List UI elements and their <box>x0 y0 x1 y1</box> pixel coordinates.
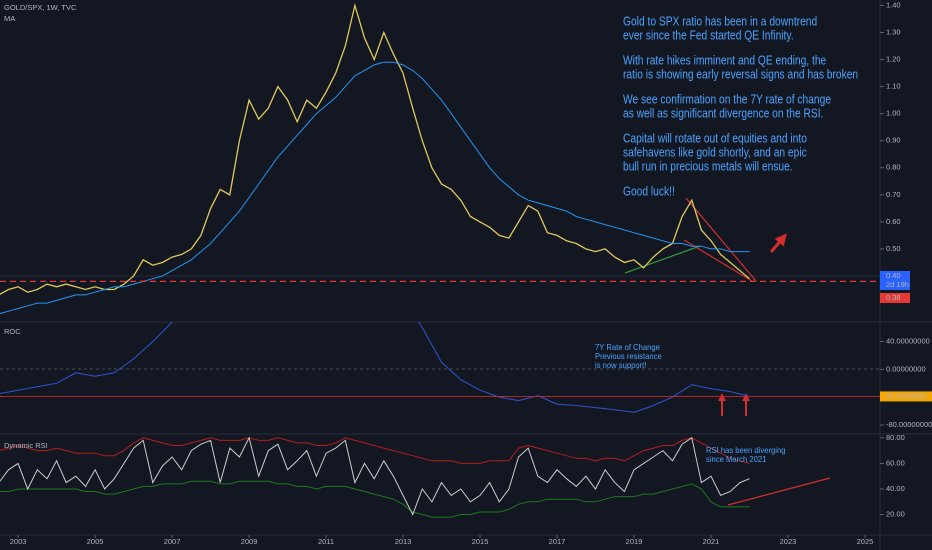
series-line <box>0 436 750 516</box>
pane-title: GOLD/SPX, 1W, TVC <box>4 3 77 12</box>
x-tick-label: 2005 <box>87 537 104 546</box>
legend-label: MA <box>4 14 15 23</box>
last-value-box <box>880 391 932 402</box>
x-tick-label: 2017 <box>549 537 566 546</box>
series-line <box>0 2 750 295</box>
annotation-line: RSI has been diverging <box>706 446 785 455</box>
annotation-line: Good luck!! <box>623 185 675 198</box>
x-tick-label: 2009 <box>241 537 258 546</box>
y-tick-label: 1.40 <box>886 0 901 9</box>
x-tick-label: 2003 <box>10 537 27 546</box>
pane <box>0 436 750 518</box>
y-tick-label: 0.70 <box>886 190 901 199</box>
hline-box <box>880 293 910 303</box>
last-value-label: -38.99098882 <box>884 393 927 400</box>
hline-label: 0.38 <box>886 293 901 302</box>
trendline <box>683 239 753 282</box>
price-box <box>880 271 910 290</box>
pane-title: ROC <box>4 327 21 336</box>
x-tick-label: 2007 <box>164 537 181 546</box>
trendline <box>685 197 757 282</box>
y-tick-label: 1.00 <box>886 109 901 118</box>
series-line <box>0 322 750 413</box>
x-tick-label: 2023 <box>780 537 797 546</box>
y-tick-label: 1.10 <box>886 82 901 91</box>
arrow <box>769 233 787 253</box>
y-tick-label: 0.60 <box>886 217 901 226</box>
pane <box>0 322 750 413</box>
y-tick-label: -80.00000000 <box>886 420 932 429</box>
annotation-line: With rate hikes imminent and QE ending, … <box>623 54 826 67</box>
annotation-line: Capital will rotate out of equities and … <box>623 132 807 145</box>
trendline <box>624 245 701 274</box>
countdown-label: 2d 19h <box>886 280 909 289</box>
annotation-line: safehavens like gold shortly, and an epi… <box>623 146 807 159</box>
y-tick-label: 40.00000000 <box>886 336 930 345</box>
x-tick-label: 2021 <box>703 537 720 546</box>
annotation-line: as well as significant divergence on the… <box>623 107 823 120</box>
x-tick-label: 2013 <box>395 537 412 546</box>
y-tick-label: 0.90 <box>886 136 901 145</box>
annotation-line: ratio is showing early reversal signs an… <box>623 68 858 81</box>
x-tick-label: 2011 <box>318 537 334 546</box>
y-tick-label: 0.80 <box>886 163 901 172</box>
y-tick-label: 20.00 <box>886 510 905 519</box>
annotation-line: since March 2021 <box>706 455 767 464</box>
y-tick-label: 60.00 <box>886 458 905 467</box>
x-tick-label: 2015 <box>472 537 489 546</box>
annotation-line: Gold to SPX ratio has been in a downtren… <box>623 15 817 28</box>
y-tick-label: 80.00 <box>886 433 905 442</box>
annotation-line: bull run in precious metals will ensue. <box>623 160 793 173</box>
annotation: Gold to SPX ratio has been in a downtren… <box>623 15 858 198</box>
series-line <box>0 61 750 315</box>
series-line <box>0 437 750 464</box>
annotation-line: Previous resistance <box>595 352 662 361</box>
x-tick-label: 2025 <box>857 537 874 546</box>
pane-title: Dynamic RSI <box>4 441 48 450</box>
annotation-line: 7Y Rate of Change <box>595 343 660 352</box>
annotation-line: ever since the Fed started QE Infinity. <box>623 29 794 42</box>
y-tick-label: 1.30 <box>886 27 901 36</box>
x-tick-label: 2019 <box>626 537 643 546</box>
annotation-line: is now support! <box>595 361 646 370</box>
y-tick-label: 0.00000000 <box>886 364 926 373</box>
annotation-line: We see confirmation on the 7Y rate of ch… <box>623 93 831 106</box>
y-tick-label: 0.50 <box>886 244 901 253</box>
price-label: 0.40 <box>886 271 901 280</box>
y-tick-label: 1.20 <box>886 55 901 64</box>
series-line <box>0 480 750 518</box>
trendline <box>727 477 831 506</box>
pane <box>0 2 750 315</box>
y-tick-label: 40.00 <box>886 484 905 493</box>
